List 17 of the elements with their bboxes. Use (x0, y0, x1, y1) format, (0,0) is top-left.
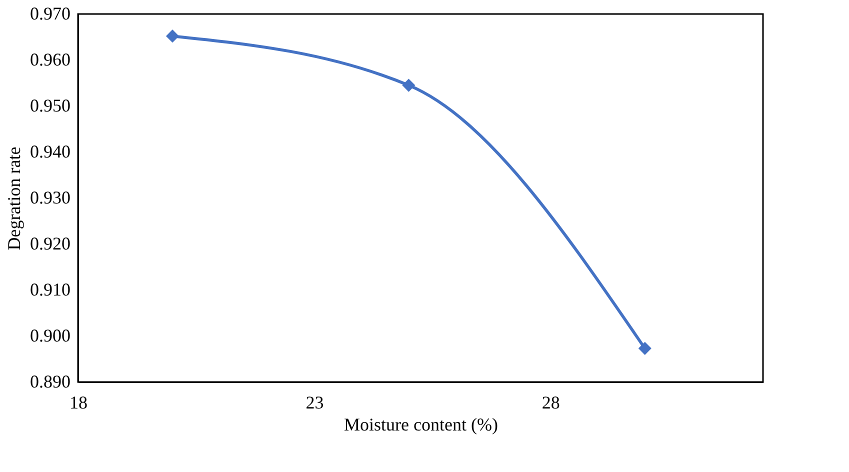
y-tick-label: 0.970 (30, 4, 70, 24)
y-tick-label: 0.910 (30, 280, 70, 300)
x-tick-label: 18 (70, 392, 88, 412)
y-tick-label: 0.930 (30, 188, 70, 208)
point (402, 78, 416, 92)
x-tick-label: 28 (542, 392, 560, 412)
y-tick-label: 0.950 (30, 96, 70, 116)
point (166, 30, 179, 43)
y-tick-label: 0.960 (30, 50, 70, 70)
y-tick-label: 0.890 (30, 372, 70, 392)
x-tick-label: 23 (306, 392, 324, 412)
y-tick-label: 0.900 (30, 326, 70, 346)
y-tick-label: 0.940 (30, 142, 70, 162)
y-tick-label: 0.920 (30, 234, 70, 254)
point (638, 342, 652, 355)
x-axis-title: Moisture content (%) (344, 414, 498, 434)
y-axis-title: Degration rate (4, 146, 24, 250)
